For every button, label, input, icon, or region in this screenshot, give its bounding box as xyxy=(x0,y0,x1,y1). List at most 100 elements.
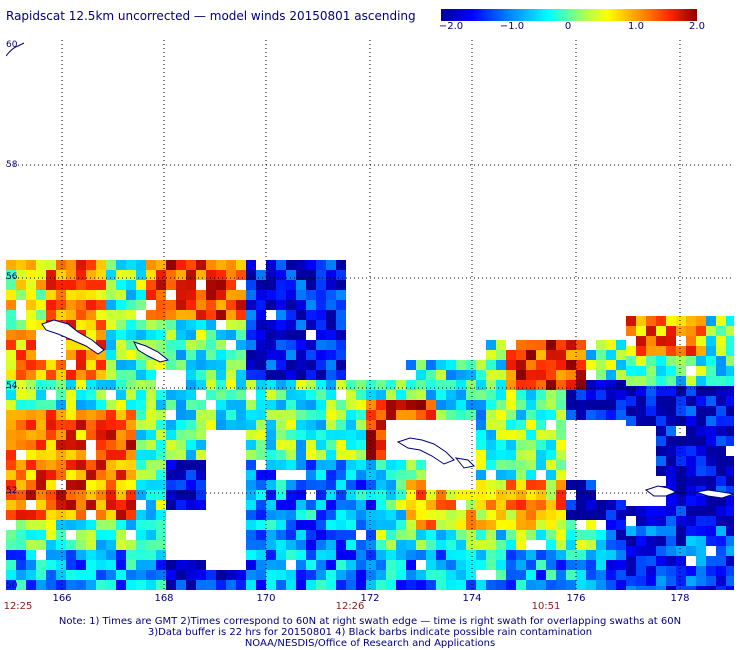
wind-cell xyxy=(186,300,196,310)
wind-cell xyxy=(326,560,336,570)
wind-cell xyxy=(396,470,406,480)
wind-cell xyxy=(6,570,16,580)
wind-cell xyxy=(16,460,26,470)
wind-cell xyxy=(316,530,326,540)
wind-cell xyxy=(6,530,16,540)
wind-cell xyxy=(676,436,686,446)
wind-cell xyxy=(186,330,196,340)
wind-cell xyxy=(96,290,106,300)
wind-cell xyxy=(296,480,306,490)
wind-cell xyxy=(316,360,326,370)
wind-cell xyxy=(246,460,256,470)
wind-cell xyxy=(26,510,36,520)
wind-cell xyxy=(536,570,546,580)
wind-cell xyxy=(116,430,126,440)
wind-cell xyxy=(666,376,676,386)
wind-cell xyxy=(76,520,86,530)
wind-cell xyxy=(406,390,416,400)
wind-cell xyxy=(146,360,156,370)
wind-cell xyxy=(256,430,266,440)
coastline-near-islands xyxy=(396,437,455,465)
wind-cell xyxy=(516,470,526,480)
wind-cell xyxy=(256,550,266,560)
wind-cell xyxy=(666,316,676,326)
wind-cell xyxy=(6,440,16,450)
wind-cell xyxy=(326,510,336,520)
wind-cell xyxy=(496,500,506,510)
wind-cell xyxy=(406,540,416,550)
wind-cell xyxy=(376,390,386,400)
wind-cell xyxy=(726,526,734,536)
wind-cell xyxy=(96,300,106,310)
wind-cell xyxy=(176,570,186,580)
wind-cell xyxy=(76,430,86,440)
wind-cell xyxy=(246,320,256,330)
wind-cell xyxy=(326,260,336,270)
wind-cell xyxy=(216,410,226,420)
wind-cell xyxy=(86,560,96,570)
wind-cell xyxy=(196,570,206,580)
wind-cell xyxy=(706,316,716,326)
wind-cell xyxy=(696,506,706,516)
wind-cell xyxy=(696,386,706,396)
wind-cell xyxy=(206,360,216,370)
wind-cell xyxy=(536,560,546,570)
wind-cell xyxy=(676,466,686,476)
coastline-rat-islands xyxy=(454,457,476,469)
wind-cell xyxy=(416,410,426,420)
wind-cell xyxy=(336,410,346,420)
wind-cell xyxy=(566,360,576,370)
wind-cell xyxy=(566,410,576,420)
wind-cell xyxy=(696,546,706,556)
wind-cell xyxy=(346,380,356,390)
wind-cell xyxy=(166,310,176,320)
wind-cell xyxy=(696,366,706,376)
wind-cell xyxy=(76,400,86,410)
wind-cell xyxy=(246,270,256,280)
wind-cell xyxy=(166,270,176,280)
wind-cell xyxy=(166,300,176,310)
wind-cell xyxy=(316,420,326,430)
wind-cell xyxy=(546,500,556,510)
wind-cell xyxy=(516,400,526,410)
wind-cell xyxy=(416,400,426,410)
wind-cell xyxy=(26,470,36,480)
wind-cell xyxy=(206,390,216,400)
wind-cell xyxy=(396,380,406,390)
wind-cell xyxy=(166,480,176,490)
wind-cell xyxy=(526,560,536,570)
wind-cell xyxy=(676,496,686,506)
wind-cell xyxy=(686,406,696,416)
wind-cell xyxy=(716,406,726,416)
wind-cell xyxy=(96,550,106,560)
wind-cell xyxy=(716,396,726,406)
wind-cell xyxy=(56,430,66,440)
wind-cell xyxy=(66,280,76,290)
wind-cell xyxy=(296,490,306,500)
wind-cell xyxy=(316,500,326,510)
wind-cell xyxy=(66,320,76,330)
wind-cell xyxy=(586,570,596,580)
wind-cell xyxy=(586,500,596,510)
wind-cell xyxy=(676,486,686,496)
wind-cell xyxy=(226,570,236,580)
wind-cell xyxy=(266,580,276,590)
wind-cell xyxy=(76,450,86,460)
wind-cell xyxy=(706,566,716,576)
wind-cell xyxy=(16,370,26,380)
wind-cell xyxy=(26,290,36,300)
wind-cell xyxy=(726,536,734,546)
wind-cell xyxy=(566,530,576,540)
wind-cell xyxy=(676,476,686,486)
wind-cell xyxy=(436,380,446,390)
wind-cell xyxy=(56,300,66,310)
wind-cell xyxy=(646,546,656,556)
wind-cell xyxy=(326,480,336,490)
wind-cell xyxy=(336,520,346,530)
wind-cell xyxy=(396,540,406,550)
wind-cell xyxy=(516,540,526,550)
wind-cell xyxy=(316,300,326,310)
wind-cell xyxy=(196,260,206,270)
wind-cell xyxy=(226,310,236,320)
wind-cell xyxy=(146,570,156,580)
